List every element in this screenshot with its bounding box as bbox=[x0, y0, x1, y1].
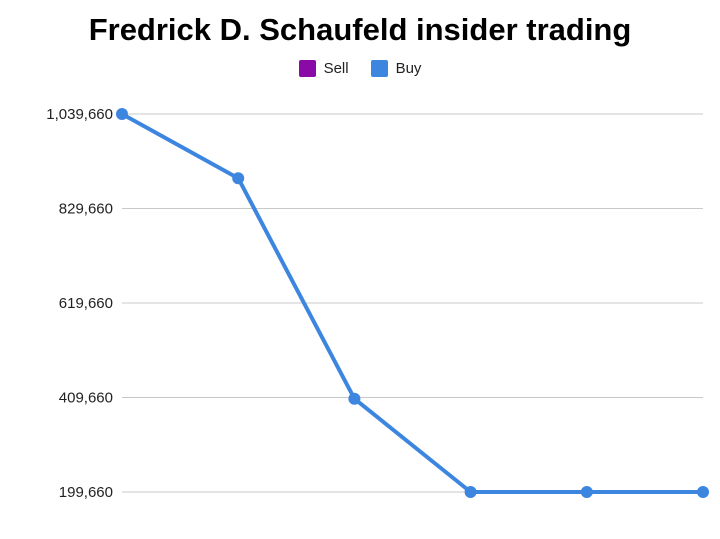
legend-item-buy: Buy bbox=[370, 60, 422, 77]
series-lines bbox=[121, 112, 703, 494]
legend-label-sell: Sell bbox=[323, 60, 349, 77]
chart-title: Fredrick D. Schaufeld insider trading bbox=[88, 12, 632, 47]
data-point bbox=[697, 486, 709, 498]
grid-lines bbox=[122, 113, 703, 493]
data-point bbox=[464, 486, 477, 498]
legend-label-buy: Buy bbox=[395, 60, 422, 77]
data-point bbox=[116, 108, 128, 120]
chart-legend: Sell Buy bbox=[0, 60, 720, 77]
series-points bbox=[116, 108, 709, 498]
legend-item-sell: Sell bbox=[298, 60, 349, 77]
y-tick-label: 409,660 bbox=[59, 390, 113, 407]
data-point bbox=[232, 172, 245, 185]
legend-swatch-sell bbox=[298, 60, 316, 77]
legend-swatch-buy bbox=[370, 60, 388, 77]
y-tick-label: 199,660 bbox=[59, 484, 113, 501]
y-tick-label: 1,039,660 bbox=[46, 106, 113, 123]
series-line-buy bbox=[121, 112, 703, 494]
y-tick-label: 619,660 bbox=[59, 295, 113, 312]
data-point bbox=[348, 392, 361, 405]
y-axis-ticks: 1,039,660 829,660 619,660 409,660 199,660 bbox=[46, 106, 113, 501]
y-tick-label: 829,660 bbox=[59, 201, 113, 218]
data-point bbox=[580, 486, 593, 498]
